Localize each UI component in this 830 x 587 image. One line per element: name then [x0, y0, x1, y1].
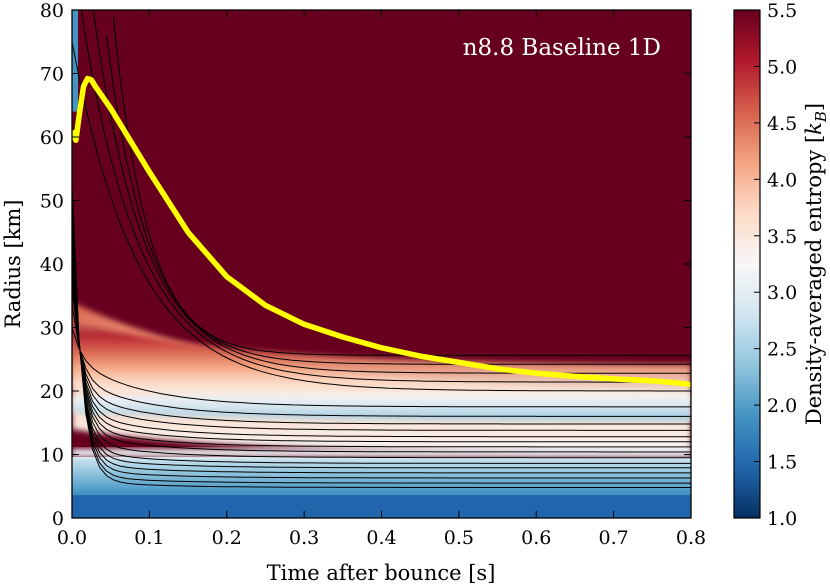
y-tick-label: 60	[40, 127, 64, 149]
x-tick-label: 0.1	[134, 527, 164, 549]
mass-shell-line	[72, 239, 691, 453]
outer-mass-shell-line	[72, 41, 691, 392]
mass-shell-lines	[72, 10, 691, 488]
mass-shell-line	[72, 327, 691, 408]
y-tick-label: 0	[52, 508, 64, 530]
y-tick-label: 70	[40, 64, 64, 86]
mass-shell-line	[72, 304, 691, 417]
y-tick-label: 30	[40, 318, 64, 340]
colorbar-tick-label: 5.0	[767, 56, 797, 78]
mass-shell-line	[72, 277, 691, 431]
outer-mass-shell-line	[105, 36, 691, 365]
colorbar-tick-label: 1.0	[767, 508, 797, 530]
mass-shell-line	[72, 182, 691, 488]
mass-shell-line	[72, 188, 691, 484]
mass-shell-line	[72, 266, 691, 438]
x-tick-label: 0.8	[676, 527, 706, 549]
colorbar-label: Density-averaged entropy [kB]	[802, 103, 830, 425]
x-tick-label: 0.4	[366, 527, 396, 549]
x-tick-label: 0.5	[444, 527, 474, 549]
interface-layer	[72, 448, 691, 457]
colorbar-tick-label: 2.5	[767, 339, 797, 361]
mass-shell-line	[72, 257, 691, 443]
colorbar-tick-label: 4.5	[767, 113, 797, 135]
y-axis-label: Radius [km]	[1, 200, 25, 329]
colorbar	[733, 9, 761, 519]
mass-shell-line	[72, 289, 691, 425]
x-tick-label: 0.6	[521, 527, 551, 549]
y-tick-label: 20	[40, 381, 64, 403]
outer-mass-shell-line	[80, 10, 691, 383]
x-tick-label: 0.0	[57, 527, 87, 549]
colorbar-tick-labels: 1.0 1.5 2.0 2.5 3.0 3.5 4.0 4.5 5.0 5.5	[767, 0, 797, 530]
mass-shell-line	[72, 211, 691, 469]
axis-ticks	[71, 9, 692, 519]
outer-mass-shell-line	[112, 16, 691, 356]
early-infall-region	[72, 10, 78, 112]
y-tick-label: 80	[40, 0, 64, 22]
colorbar-ticks	[754, 9, 760, 519]
colorbar-tick-label: 1.5	[767, 452, 797, 474]
cool-layer-band	[72, 394, 691, 421]
mass-shell-line	[72, 196, 691, 479]
colorbar-tick-label: 4.0	[767, 169, 797, 191]
mass-shell-line	[72, 204, 691, 474]
colorbar-tick-label: 5.5	[767, 0, 797, 22]
y-tick-label: 10	[40, 445, 64, 467]
mass-shell-line	[72, 229, 691, 459]
warm-shell-band	[72, 321, 691, 401]
x-axis-label: Time after bounce [s]	[267, 561, 496, 585]
y-tick-label: 40	[40, 254, 64, 276]
colorbar-tick-label: 3.5	[767, 226, 797, 248]
y-tick-label: 50	[40, 191, 64, 213]
colorbar-tick-label: 3.0	[767, 282, 797, 304]
shock-radius-line	[72, 75, 691, 388]
axis-tick-labels: 0.0 0.1 0.2 0.3 0.4 0.5 0.6 0.7 0.8 0 10 20 30 40 50 60…	[40, 0, 706, 549]
outer-mass-shell-line	[92, 10, 691, 374]
x-tick-label: 0.3	[289, 527, 319, 549]
mass-shell-line	[72, 219, 691, 464]
plot-area	[72, 10, 691, 518]
colorbar-tick-label: 2.0	[767, 395, 797, 417]
chart-annotation: n8.8 Baseline 1D	[463, 35, 661, 61]
x-tick-label: 0.2	[212, 527, 242, 549]
x-tick-label: 0.7	[599, 527, 629, 549]
mass-shell-line	[72, 248, 691, 448]
